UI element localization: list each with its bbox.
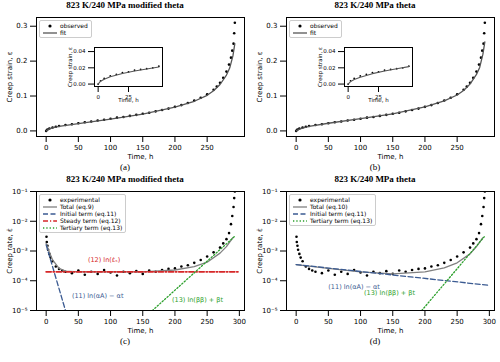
svg-text:200: 200 bbox=[418, 318, 431, 326]
svg-text:Time, h: Time, h bbox=[126, 327, 153, 335]
svg-text:250: 250 bbox=[450, 318, 463, 326]
svg-text:0.02: 0.02 bbox=[73, 65, 85, 71]
svg-text:0: 0 bbox=[294, 318, 298, 326]
svg-text:10⁻³: 10⁻³ bbox=[12, 247, 28, 256]
svg-text:50: 50 bbox=[324, 144, 333, 152]
html-text:823 K/240 MPa modified theta: 823 K/240 MPa modified theta bbox=[66, 174, 184, 184]
svg-text:Creep strain, ε: Creep strain, ε bbox=[256, 51, 264, 102]
svg-text:Time, h: Time, h bbox=[376, 153, 403, 161]
svg-text:150: 150 bbox=[386, 144, 399, 152]
html-text:(b): (b) bbox=[369, 162, 381, 172]
svg-text:10⁻⁵: 10⁻⁵ bbox=[262, 307, 278, 315]
svg-text:Creep strain, ε: Creep strain, ε bbox=[6, 51, 14, 102]
html-text:(a): (a) bbox=[120, 162, 130, 172]
html-text:823 K/240 MPa modified theta: 823 K/240 MPa modified theta bbox=[66, 0, 184, 10]
svg-text:0.02: 0.02 bbox=[323, 65, 335, 71]
html-text:(d): (d) bbox=[369, 336, 381, 346]
svg-text:200: 200 bbox=[168, 144, 181, 152]
svg-text:10⁻²: 10⁻² bbox=[12, 217, 28, 225]
svg-text:0.2: 0.2 bbox=[16, 57, 27, 65]
svg-text:150: 150 bbox=[136, 144, 149, 152]
svg-text:(12) ln(ε̇ₛ): (12) ln(ε̇ₛ) bbox=[88, 256, 120, 264]
svg-text:0.00: 0.00 bbox=[73, 81, 86, 87]
html-text:Initial term (eq.11): Initial term (eq.11) bbox=[310, 210, 367, 217]
svg-text:10⁻⁵: 10⁻⁵ bbox=[12, 307, 28, 315]
svg-text:200: 200 bbox=[168, 318, 181, 326]
svg-text:(13) ln(ββ) + βt: (13) ln(ββ) + βt bbox=[364, 289, 415, 297]
svg-text:10⁻¹: 10⁻¹ bbox=[12, 188, 28, 196]
svg-text:0: 0 bbox=[96, 94, 100, 100]
svg-text:50: 50 bbox=[74, 318, 83, 326]
html-text:Total (eq.10): Total (eq.10) bbox=[310, 203, 348, 210]
svg-text:0.3: 0.3 bbox=[16, 22, 27, 30]
svg-text:(13) ln(ββ) + βt: (13) ln(ββ) + βt bbox=[172, 296, 223, 304]
svg-text:50: 50 bbox=[74, 144, 83, 152]
svg-text:10⁻⁴: 10⁻⁴ bbox=[12, 277, 28, 285]
svg-text:300: 300 bbox=[233, 318, 246, 326]
svg-text:(11) ln(αA) − αt: (11) ln(αA) − αt bbox=[328, 283, 380, 292]
html-text:observed: observed bbox=[310, 22, 338, 29]
svg-text:0: 0 bbox=[294, 144, 298, 152]
svg-text:250: 250 bbox=[450, 144, 463, 152]
svg-text:0: 0 bbox=[44, 144, 48, 152]
svg-text:250: 250 bbox=[200, 318, 213, 326]
html-text:fit: fit bbox=[310, 29, 317, 36]
svg-text:Creep strain, ε: Creep strain, ε bbox=[317, 47, 324, 87]
svg-text:0.2: 0.2 bbox=[266, 57, 277, 65]
svg-text:150: 150 bbox=[136, 318, 149, 326]
svg-text:0.04: 0.04 bbox=[73, 48, 86, 54]
svg-text:10⁻²: 10⁻² bbox=[262, 217, 278, 225]
svg-text:Creep strain, ε: Creep strain, ε bbox=[67, 47, 74, 87]
html-text:Steady term (eq.12): Steady term (eq.12) bbox=[60, 217, 121, 224]
svg-text:0.04: 0.04 bbox=[323, 48, 336, 54]
svg-text:Creep rate, ε̇: Creep rate, ε̇ bbox=[256, 228, 264, 274]
svg-text:300: 300 bbox=[483, 318, 496, 326]
svg-text:Time, h: Time, h bbox=[117, 97, 139, 103]
svg-text:0.0: 0.0 bbox=[266, 127, 277, 135]
svg-text:Time, h: Time, h bbox=[126, 153, 153, 161]
svg-text:(11) ln(αA) − αt: (11) ln(αA) − αt bbox=[72, 292, 124, 300]
svg-text:0: 0 bbox=[44, 318, 48, 326]
svg-text:0.1: 0.1 bbox=[16, 92, 27, 100]
html-text:Tertiary term (eq.13): Tertiary term (eq.13) bbox=[60, 224, 123, 231]
svg-text:150: 150 bbox=[386, 318, 399, 326]
svg-text:0: 0 bbox=[346, 94, 350, 100]
html-text:observed: observed bbox=[60, 22, 88, 29]
svg-text:0.3: 0.3 bbox=[266, 22, 277, 30]
html-text:(c): (c) bbox=[120, 336, 130, 346]
svg-text:250: 250 bbox=[200, 144, 213, 152]
svg-text:100: 100 bbox=[354, 144, 367, 152]
svg-text:0.0: 0.0 bbox=[16, 127, 27, 135]
svg-text:100: 100 bbox=[104, 144, 117, 152]
svg-text:Time, h: Time, h bbox=[376, 327, 403, 335]
svg-text:50: 50 bbox=[324, 318, 333, 326]
html-text:823 K/240 MPa theta: 823 K/240 MPa theta bbox=[334, 0, 416, 10]
html-text:Initial term (eq.11): Initial term (eq.11) bbox=[60, 210, 117, 217]
html-text:experimental: experimental bbox=[310, 196, 350, 203]
svg-text:10⁻¹: 10⁻¹ bbox=[262, 188, 278, 196]
svg-text:Time, h: Time, h bbox=[367, 97, 389, 103]
svg-text:0.1: 0.1 bbox=[266, 92, 277, 100]
svg-text:10⁻³: 10⁻³ bbox=[262, 247, 278, 256]
svg-text:200: 200 bbox=[418, 144, 431, 152]
svg-text:0.00: 0.00 bbox=[323, 81, 336, 87]
html-text:Total (eq.9): Total (eq.9) bbox=[60, 203, 94, 210]
svg-text:10⁻⁴: 10⁻⁴ bbox=[262, 277, 278, 285]
html-text:823 K/240 MPa theta: 823 K/240 MPa theta bbox=[334, 174, 416, 184]
html-text:Tertiary term (eq.13): Tertiary term (eq.13) bbox=[310, 217, 373, 224]
svg-text:100: 100 bbox=[104, 318, 117, 326]
html-text:fit: fit bbox=[60, 29, 67, 36]
svg-text:Creep rate, ε̇: Creep rate, ε̇ bbox=[6, 228, 14, 274]
svg-text:100: 100 bbox=[354, 318, 367, 326]
html-text:experimental: experimental bbox=[60, 196, 100, 203]
